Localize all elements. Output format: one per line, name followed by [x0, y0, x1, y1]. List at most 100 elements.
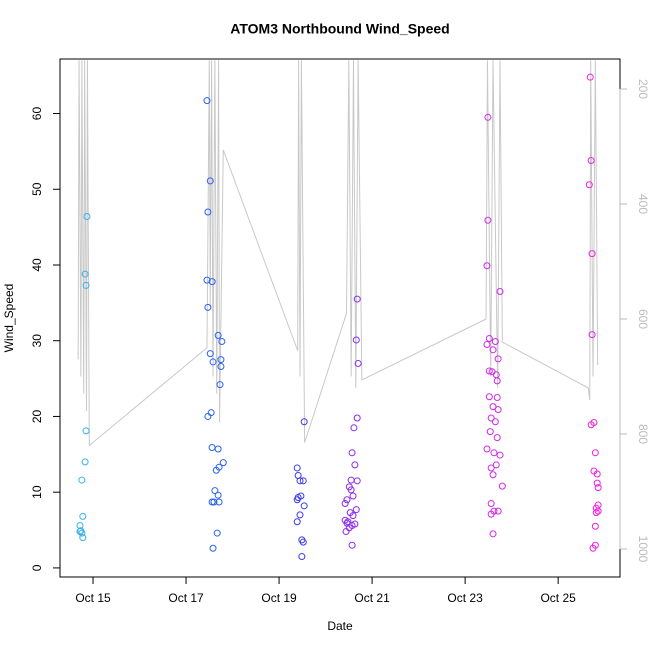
point: [489, 403, 497, 411]
point: [483, 262, 491, 270]
point: [211, 487, 219, 495]
chart-title: ATOM3 Northbound Wind_Speed: [230, 21, 449, 37]
point: [350, 424, 358, 432]
point: [293, 518, 301, 526]
point: [587, 156, 595, 164]
point: [293, 464, 301, 472]
point: [351, 461, 359, 469]
point: [494, 406, 502, 414]
point: [217, 362, 225, 370]
y2-tick-label: 200: [636, 79, 650, 99]
point: [487, 414, 495, 422]
point: [204, 208, 212, 216]
point: [351, 520, 359, 528]
point: [353, 477, 361, 485]
point: [589, 544, 597, 552]
point: [489, 471, 497, 479]
y-tick-label: 10: [30, 485, 44, 499]
point: [212, 466, 220, 474]
point: [348, 541, 356, 549]
point: [208, 444, 216, 451]
point: [300, 502, 308, 510]
point: [485, 334, 493, 342]
point: [483, 445, 491, 453]
point: [585, 181, 593, 189]
point: [493, 377, 501, 385]
point: [293, 496, 301, 504]
point: [81, 458, 89, 466]
point: [348, 449, 356, 457]
point: [209, 358, 217, 366]
point: [353, 414, 361, 422]
point: [492, 461, 500, 469]
point: [83, 213, 91, 221]
point: [300, 418, 308, 426]
point: [208, 498, 216, 506]
point: [207, 409, 215, 417]
point: [342, 528, 350, 536]
point: [218, 337, 226, 345]
point: [214, 331, 222, 339]
point: [485, 393, 493, 401]
point: [299, 538, 307, 546]
point: [79, 534, 87, 542]
y-tick-label: 60: [30, 107, 44, 121]
point: [217, 356, 225, 364]
point: [214, 491, 222, 499]
x-tick-label: Oct 25: [540, 591, 576, 605]
point: [296, 511, 304, 519]
y2-tick-label: 1000: [636, 536, 650, 563]
x-tick-label: Oct 17: [168, 591, 204, 605]
x-tick-label: Oct 19: [261, 591, 297, 605]
y2-tick-label: 400: [636, 194, 650, 214]
point: [209, 544, 217, 552]
point: [484, 113, 492, 121]
point: [210, 498, 218, 506]
point: [494, 507, 502, 515]
point: [496, 287, 504, 295]
point: [586, 73, 594, 81]
point: [206, 177, 214, 185]
plot-frame: [59, 58, 621, 578]
point: [493, 394, 501, 402]
point: [77, 527, 85, 535]
point: [78, 476, 86, 484]
y2-tick-label: 600: [636, 309, 650, 329]
point: [299, 477, 307, 485]
point: [496, 451, 504, 459]
point: [204, 412, 212, 420]
point: [352, 506, 360, 514]
point: [591, 449, 599, 457]
point: [297, 492, 305, 500]
point: [490, 449, 498, 457]
point: [489, 346, 497, 354]
y-tick-label: 50: [30, 182, 44, 196]
point: [593, 470, 601, 478]
point: [494, 355, 502, 363]
point: [76, 528, 84, 536]
point: [214, 445, 222, 453]
point: [206, 350, 214, 358]
x-tick-label: Oct 21: [354, 591, 390, 605]
point: [593, 479, 601, 487]
point: [79, 512, 87, 520]
point: [487, 464, 495, 472]
point: [298, 553, 306, 561]
point: [219, 459, 227, 467]
point: [591, 522, 599, 530]
point: [588, 331, 596, 339]
point: [203, 97, 211, 105]
point: [493, 434, 501, 442]
point: [82, 427, 90, 435]
point: [343, 496, 351, 504]
point: [349, 512, 357, 520]
point: [216, 381, 224, 389]
point: [352, 336, 360, 344]
point: [587, 421, 595, 429]
y-axis-label: Wind_Speed: [2, 284, 16, 353]
point: [485, 367, 493, 375]
point: [487, 510, 495, 518]
y-tick-label: 30: [30, 334, 44, 348]
point: [592, 509, 600, 517]
